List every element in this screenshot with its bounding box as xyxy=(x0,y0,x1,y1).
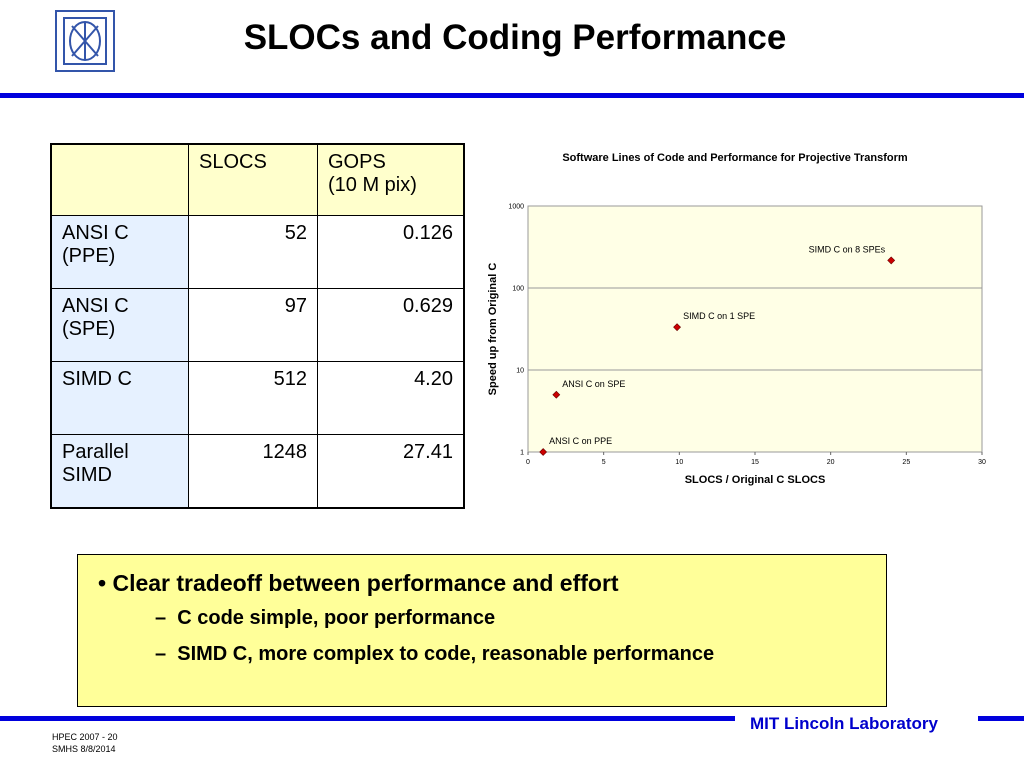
sub-bullet: – C code simple, poor performance xyxy=(155,607,496,629)
cell: 1248 xyxy=(188,434,318,509)
x-tick-label: 10 xyxy=(675,459,683,466)
row-label: ANSI C (PPE) xyxy=(50,215,189,289)
sub-bullet: – SIMD C, more complex to code, reasonab… xyxy=(155,643,715,665)
logo xyxy=(55,10,115,72)
point-label: SIMD C on 8 SPEs xyxy=(809,244,886,254)
y-tick-label: 1 xyxy=(520,450,524,457)
row-label: ANSI C (SPE) xyxy=(50,288,189,362)
data-point xyxy=(539,448,548,456)
slide-number: HPEC 2007 - 20 xyxy=(52,732,118,742)
x-tick-label: 20 xyxy=(827,459,835,466)
data-point xyxy=(552,390,561,399)
bullet: • Clear tradeoff between performance and… xyxy=(98,570,619,596)
x-tick-label: 30 xyxy=(978,459,986,466)
cell: 0.629 xyxy=(317,288,465,362)
x-tick-label: 25 xyxy=(902,459,910,466)
row-label: Parallel SIMD xyxy=(50,434,189,509)
cell: 4.20 xyxy=(317,361,465,435)
x-tick-label: 5 xyxy=(602,459,606,466)
bullet-text: C code simple, poor performance xyxy=(177,607,496,629)
point-label: ANSI C on SPE xyxy=(562,379,625,389)
chart: 1 10 100 1000 0 5 10 15 20 25 30 SLOCS / Original C… xyxy=(487,204,986,487)
data-table: SLOCS GOPS (10 M pix) ANSI C (PPE) 52 0.12… xyxy=(50,143,465,509)
plot-area xyxy=(527,205,983,453)
x-tick-label: 15 xyxy=(751,459,759,466)
col-header: GOPS (10 M pix) xyxy=(317,143,465,216)
data-point xyxy=(673,323,681,332)
cell: 27.41 xyxy=(317,434,465,509)
y-tick-label: 100 xyxy=(512,286,524,293)
corner xyxy=(50,143,189,216)
slide-title: SLOCs and Coding Performance xyxy=(243,18,787,57)
y-tick-label: 10 xyxy=(516,368,524,375)
y-axis-label: Speed up from Original C xyxy=(487,263,499,396)
col-header: SLOCS xyxy=(188,143,318,216)
cell: 512 xyxy=(188,361,318,435)
footer-rule xyxy=(0,716,735,721)
bullet-box xyxy=(77,554,887,707)
cell: 97 xyxy=(188,288,318,362)
cell: 52 xyxy=(188,215,318,289)
footer-note: SMHS 8/8/2014 xyxy=(52,744,116,754)
data-point xyxy=(887,256,896,265)
lab-name: MIT Lincoln Laboratory xyxy=(750,714,938,733)
bullet-text: Clear tradeoff between performance and e… xyxy=(112,570,619,596)
point-label: ANSI C on PPE xyxy=(549,436,612,446)
cell: 0.126 xyxy=(317,215,465,289)
table-row: SIMD C 512 4.20 xyxy=(50,361,465,435)
table-row: Parallel SIMD 1248 27.41 xyxy=(50,434,465,509)
table-row: ANSI C (SPE) 97 0.629 xyxy=(50,288,465,362)
footer-rule xyxy=(978,716,1024,721)
title-rule xyxy=(0,93,1024,98)
point-label: SIMD C on 1 SPE xyxy=(683,311,755,321)
x-axis-label: SLOCS / Original C SLOCS xyxy=(685,474,826,486)
x-tick-label: 0 xyxy=(526,459,530,466)
chart-title: Software Lines of Code and Performance f… xyxy=(562,152,908,164)
table-row: ANSI C (PPE) 52 0.126 xyxy=(50,215,465,289)
row-label: SIMD C xyxy=(50,361,189,435)
y-tick-label: 1000 xyxy=(508,204,524,211)
bullet-text: SIMD C, more complex to code, reasonable… xyxy=(177,643,715,665)
